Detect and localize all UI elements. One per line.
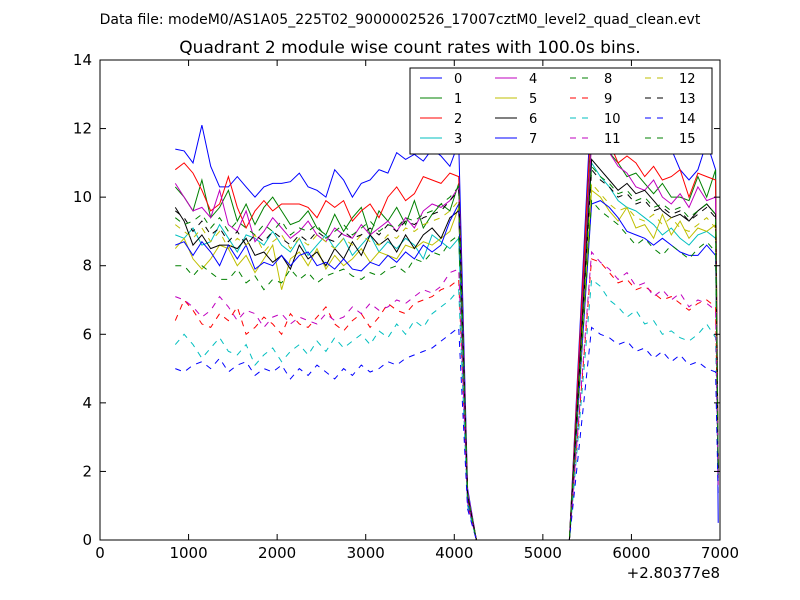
- x-tick-label: 7000: [701, 544, 739, 562]
- series-line-3: [175, 161, 719, 540]
- legend-label-7: 7: [529, 132, 537, 147]
- x-tick-label: 4000: [435, 544, 473, 562]
- series-line-0: [175, 92, 719, 540]
- x-tick-label: 3000: [347, 544, 385, 562]
- series-line-1: [174, 130, 719, 540]
- legend-label-15: 15: [679, 132, 696, 147]
- x-tick-label: 5000: [524, 544, 562, 562]
- y-tick-label: 6: [82, 325, 92, 343]
- series-line-9: [174, 258, 719, 540]
- series-layer: [174, 92, 719, 540]
- legend-label-1: 1: [454, 92, 462, 107]
- series-line-10: [174, 278, 719, 540]
- y-tick-label: 8: [82, 257, 92, 275]
- x-tick-label: 2000: [258, 544, 296, 562]
- legend-box: [409, 67, 713, 155]
- legend-label-12: 12: [679, 72, 696, 87]
- series-line-6: [174, 158, 719, 540]
- y-tick-label: 4: [82, 394, 92, 412]
- y-tick-label: 0: [82, 531, 92, 549]
- plot-frame: [99, 59, 721, 541]
- x-offset-label: +2.80377e8: [627, 564, 720, 582]
- x-tick-label: 6000: [612, 544, 650, 562]
- legend-label-8: 8: [604, 72, 612, 87]
- x-tick-label: 0: [95, 544, 105, 562]
- x-axis: 0 1000 2000 3000 4000 5000 6000 7000: [95, 60, 739, 562]
- series-line-8: [175, 199, 719, 540]
- series-line-5: [174, 189, 719, 540]
- legend-label-11: 11: [604, 132, 621, 147]
- legend-label-0: 0: [454, 72, 462, 87]
- legend-label-3: 3: [454, 132, 462, 147]
- legend-label-4: 4: [529, 72, 537, 87]
- legend-label-10: 10: [604, 112, 621, 127]
- series-line-15: [174, 165, 719, 540]
- series-line-11: [175, 250, 719, 540]
- series-line-12: [174, 182, 719, 540]
- y-tick-label: 2: [82, 462, 92, 480]
- legend-label-13: 13: [679, 92, 696, 107]
- series-line-4: [174, 141, 719, 540]
- chart-title: Quadrant 2 module wise count rates with …: [179, 38, 640, 58]
- y-tick-label: 12: [73, 120, 92, 138]
- legend-label-14: 14: [679, 112, 696, 127]
- y-tick-label: 14: [73, 51, 92, 69]
- series-line-13: [174, 168, 719, 540]
- series-line-2: [174, 111, 719, 540]
- legend-label-6: 6: [529, 112, 537, 127]
- x-tick-label: 1000: [169, 544, 207, 562]
- series-line-7: [175, 200, 719, 540]
- legend-label-2: 2: [454, 112, 462, 127]
- chart-suptitle: Data file: modeM0/AS1A05_225T02_90000025…: [100, 12, 701, 28]
- legend-label-5: 5: [529, 92, 537, 107]
- y-tick-label: 10: [73, 188, 92, 206]
- legend-label-9: 9: [604, 92, 612, 107]
- series-line-14: [175, 326, 719, 540]
